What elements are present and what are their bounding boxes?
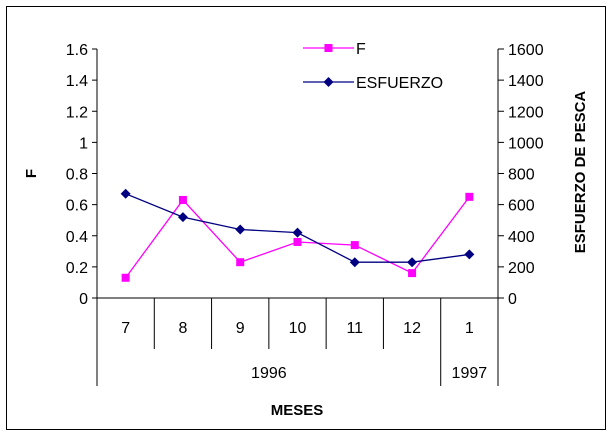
- y-right-tick-label: 0: [508, 291, 517, 308]
- data-point-esfuerzo: [464, 249, 475, 260]
- y-axis-right-title: ESFUERZO DE PESCA: [572, 91, 589, 254]
- chart-frame: 0 0.2 0.4 0.6 0.8 1 1.2 1.4 1.6 0 200 400 600 800 1000…: [6, 6, 606, 430]
- data-point-f: [121, 273, 130, 282]
- x-axis-title: MESES: [271, 402, 324, 419]
- data-point-f: [408, 269, 417, 278]
- data-point-esfuerzo: [177, 212, 188, 223]
- legend-label: ESFUERZO: [356, 75, 443, 92]
- data-point-f: [236, 258, 245, 267]
- x-tick-label: 8: [178, 320, 187, 337]
- data-point-esfuerzo: [120, 188, 131, 199]
- y-left-tick-label: 1.6: [66, 42, 88, 59]
- data-point-f: [293, 237, 302, 246]
- x-year-label: 1996: [251, 365, 287, 382]
- x-tick-label: 7: [121, 320, 130, 337]
- y-right-tick-label: 200: [508, 260, 535, 277]
- x-tick-label: 11: [346, 320, 363, 337]
- y-right-tick-label: 1600: [508, 42, 544, 59]
- data-point-f: [350, 241, 359, 250]
- y-left-tick-label: 0.4: [66, 229, 88, 246]
- legend-marker-esfuerzo: [323, 77, 334, 87]
- legend-label: F: [356, 41, 366, 58]
- data-point-esfuerzo: [235, 224, 246, 235]
- line-chart: 0 0.2 0.4 0.6 0.8 1 1.2 1.4 1.6 0 200 400 600 800 1000…: [23, 41, 589, 419]
- x-year-label: 1997: [452, 365, 488, 382]
- x-tick-label: 9: [236, 320, 245, 337]
- y-axis-left-title: F: [23, 169, 40, 178]
- y-right-tick-label: 1000: [508, 135, 544, 152]
- data-point-esfuerzo: [407, 257, 418, 268]
- data-point-f: [465, 192, 474, 201]
- y-left-tick-label: 0.6: [66, 198, 88, 215]
- data-point-esfuerzo: [349, 257, 360, 268]
- series-layer: [120, 188, 475, 282]
- y-left-tick-label: 0.2: [66, 260, 88, 277]
- y-right-tick-label: 400: [508, 229, 535, 246]
- y-right-tick-label: 1200: [508, 104, 544, 121]
- x-tick-label: 10: [289, 320, 307, 337]
- legend-marker-f: [324, 44, 333, 52]
- y-left-tick-label: 0: [79, 291, 88, 308]
- x-tick-label: 1: [465, 320, 474, 337]
- x-tick-label: 12: [403, 320, 421, 337]
- data-point-f: [178, 195, 187, 204]
- y-right-tick-label: 1400: [508, 73, 544, 90]
- y-right-tick-label: 800: [508, 167, 535, 184]
- y-left-tick-label: 1.2: [66, 104, 88, 121]
- y-left-tick-label: 1: [79, 135, 88, 152]
- legend: F ESFUERZO: [303, 41, 443, 92]
- y-left-tick-label: 0.8: [66, 167, 88, 184]
- data-point-esfuerzo: [292, 227, 303, 238]
- y-right-tick-label: 600: [508, 198, 535, 215]
- axes: 0 0.2 0.4 0.6 0.8 1 1.2 1.4 1.6 0 200 400 600 800 1000…: [66, 42, 544, 386]
- y-left-tick-label: 1.4: [66, 73, 88, 90]
